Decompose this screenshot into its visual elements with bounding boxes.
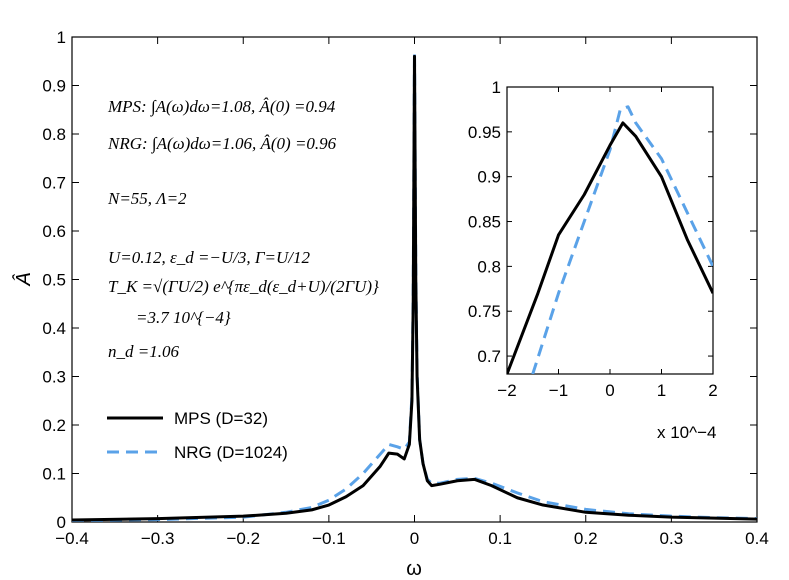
inset-x-tick-label: −1 — [549, 381, 568, 400]
main-x-tick-label: 0.1 — [488, 529, 512, 548]
main-x-tick-label: 0.4 — [745, 529, 769, 548]
legend-mps-label: MPS (D=32) — [174, 409, 268, 428]
inset-x-tick-label: 1 — [657, 381, 666, 400]
inset-y-tick-label: 0.95 — [468, 123, 501, 142]
inset-x-scale-label: x 10^−4 — [657, 423, 717, 442]
annotation-n-lambda: N=55, Λ=2 — [107, 189, 187, 208]
main-series-nrg-line — [72, 54, 757, 522]
main-y-tick-label: 0.1 — [42, 465, 66, 484]
main-y-tick-label: 0.7 — [42, 174, 66, 193]
inset-y-tick-label: 0.7 — [477, 347, 501, 366]
x-axis-label: ω — [406, 558, 422, 580]
legend-nrg-label: NRG (D=1024) — [174, 443, 288, 462]
main-y-tick-label: 0.4 — [42, 319, 66, 338]
inset-x-tick-label: 0 — [605, 381, 614, 400]
inset-series — [507, 105, 713, 374]
inset-y-ticks: 0.7 0.75 0.8 0.85 0.9 0.95 1 — [468, 78, 713, 366]
inset-series-nrg-line — [507, 121, 713, 374]
main-y-ticks: 0 0.1 0.2 0.3 0.4 0.5 0.6 0.7 0.8 0.9 1 — [42, 28, 757, 532]
inset-series-mps-line — [531, 105, 713, 374]
inset-y-tick-label: 0.85 — [468, 213, 501, 232]
main-y-tick-label: 0.9 — [42, 77, 66, 96]
inset-x-tick-label: −2 — [497, 381, 516, 400]
main-y-tick-label: 0.3 — [42, 368, 66, 387]
main-x-tick-label: −0.3 — [141, 529, 175, 548]
main-y-tick-label: 0.6 — [42, 222, 66, 241]
annotation-parameters: U=0.12, ε_d =−U/3, Γ=U/12 — [108, 248, 311, 267]
main-y-tick-label: 1 — [57, 28, 66, 47]
main-x-tick-label: −0.1 — [312, 529, 346, 548]
main-y-tick-label: 0.2 — [42, 416, 66, 435]
main-y-tick-label: 0 — [57, 513, 66, 532]
main-x-tick-label: 0 — [410, 529, 419, 548]
annotation-nd: n_d =1.06 — [108, 342, 179, 361]
main-x-tick-label: −0.4 — [55, 529, 89, 548]
inset-y-tick-label: 1 — [492, 78, 501, 97]
annotation-nrg-integral: NRG: ∫A(ω)dω=1.06, Â(0) =0.96 — [107, 134, 337, 154]
inset-plot-frame — [506, 86, 714, 375]
annotation-tk-formula: T_K =√(ΓU/2) e^{πε_d(ε_d+U)/(2ΓU)} — [108, 277, 379, 296]
main-x-tick-label: −0.2 — [226, 529, 260, 548]
inset-y-tick-label: 0.8 — [477, 257, 501, 276]
inset-plot-area: −2 −1 0 1 2 0.7 0.75 0.8 0.85 0.9 0.95 1 — [468, 78, 718, 400]
inset-x-ticks: −2 −1 0 1 2 — [497, 87, 718, 400]
legend: MPS (D=32) NRG (D=1024) — [107, 409, 288, 462]
main-x-tick-label: 0.2 — [574, 529, 598, 548]
annotation-mps-integral: MPS: ∫A(ω)dω=1.08, Â(0) =0.94 — [107, 97, 336, 117]
annotation-block: MPS: ∫A(ω)dω=1.08, Â(0) =0.94 NRG: ∫A(ω)… — [107, 97, 379, 361]
inset-y-tick-label: 0.75 — [468, 302, 501, 321]
main-series — [72, 50, 757, 522]
inset-y-tick-label: 0.9 — [477, 168, 501, 187]
annotation-tk-value: =3.7 10^{−4} — [136, 308, 231, 327]
inset-x-tick-label: 2 — [708, 381, 717, 400]
main-y-tick-label: 0.5 — [42, 271, 66, 290]
main-y-tick-label: 0.8 — [42, 125, 66, 144]
y-axis-label: Â — [12, 272, 35, 286]
main-x-tick-label: 0.3 — [660, 529, 684, 548]
